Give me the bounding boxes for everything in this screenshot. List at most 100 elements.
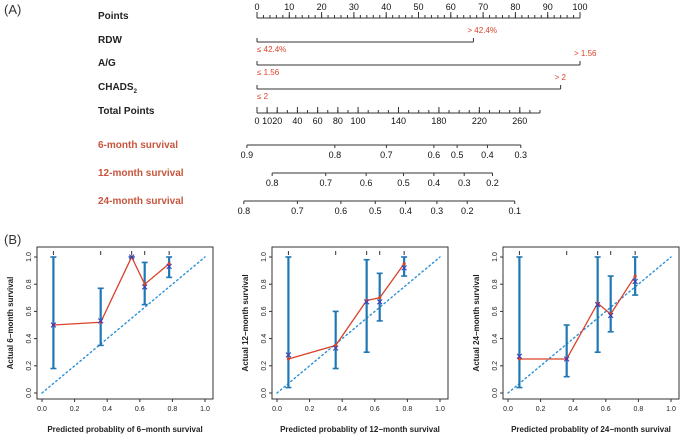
y-tick-label: 0.8 [26,279,33,289]
calibration-point [286,357,291,361]
nomogram-label-ag: A/G [98,58,116,69]
ideal-line [41,256,206,394]
prob-label-s24: 0.4 [399,206,412,216]
prob-label-s12: 0.8 [266,178,279,188]
y-tick-label: 1.0 [26,252,33,262]
tick-label-total: 80 [333,116,343,126]
calibration-plot-cal12: 0.0 0.2 0.4 0.6 0.8 1.0 0.0 0.2 0.4 0.6 0.8 1.0 Pred… [241,246,449,434]
calibration-plot-cal6: 0.0 0.2 0.4 0.6 0.8 1.0 0.0 0.2 0.4 0.6 0.8 1.0 Pred… [6,246,214,434]
observed-marker [128,254,135,260]
prob-label-s24: 0.2 [461,206,474,216]
y-axis-title: Actual 24−month survival [472,274,481,371]
observed-marker [285,352,292,358]
prob-label-s6: 0.9 [241,150,254,160]
prob-label-s12: 0.4 [428,178,441,188]
observed-marker [607,312,614,319]
calibration-point [402,262,406,266]
tick-label-total: 10 [262,116,272,126]
x-tick-label: 0.2 [536,406,546,413]
x-tick-label: 0.8 [403,406,413,413]
observed-marker [401,265,407,271]
calibration-point [633,274,637,278]
nomogram-label-total: Total Points [98,106,155,117]
x-tick-label: 1.0 [435,406,445,413]
level-low-rdw: ≤ 42.4% [257,45,286,54]
y-tick-label: 0.6 [492,306,499,316]
x-tick-label: 0.4 [337,406,347,413]
x-axis-title: Predicted probablity of 6−month survival [47,425,202,434]
nomogram-row-total: Total Points 0 10 20 40 60 80 100 140 180 220 260 [98,106,541,126]
y-tick-label: 0.4 [26,334,33,344]
tick-label-points: 10 [284,2,294,12]
observed-marker [376,299,383,305]
tick-label-points: 0 [254,2,259,12]
calibration-point [517,357,522,361]
y-tick-label: 0.4 [492,334,499,344]
tick-label-points: 20 [317,2,327,12]
tick-label-points: 50 [413,2,423,12]
tick-label-total: 180 [431,116,446,126]
y-tick-label: 0.0 [492,388,499,398]
prob-label-s12: 0.3 [458,178,471,188]
level-low-ag: ≤ 1.56 [257,68,280,77]
y-tick-label: 0.2 [261,361,268,371]
nomogram-row-s12: 12-month survival 0.8 0.7 0.6 0.5 0.4 0.3 0.2 [98,168,499,188]
y-tick-label: 0.0 [261,388,268,398]
observed-marker [594,301,601,308]
calibration-line [519,275,636,360]
calibration-line [53,255,170,326]
nomogram-row-rdw: RDW ≤ 42.4% > 42.4% [98,26,497,54]
tick-label-total: 260 [512,116,527,126]
x-tick-label: 0.2 [70,406,80,413]
x-axis-title: Predicted probablity of 24−month surviva… [511,425,671,434]
calibration-plots: 0.0 0.2 0.4 0.6 0.8 1.0 0.0 0.2 0.4 0.6 0.8 1.0 Pred… [6,246,680,434]
observed-marker [141,284,148,290]
y-tick-label: 0.6 [26,306,33,316]
level-low-chads: ≤ 2 [257,92,269,101]
level-high-rdw: > 42.4% [467,26,497,35]
y-tick-label: 0.4 [261,334,268,344]
nomogram-row-s6: 6-month survival 0.9 0.8 0.7 0.6 0.5 0.4 0.3 [98,140,527,160]
observed-marker [632,278,638,285]
prob-label-s12: 0.2 [486,178,499,188]
tick-label-total: 100 [351,116,366,126]
calibration-plot-cal24: 0.0 0.2 0.4 0.6 0.8 1.0 0.0 0.2 0.4 0.6 0.8 1.0 Pred… [472,246,680,434]
prob-label-s6: 0.6 [428,150,441,160]
observed-marker [166,263,172,270]
plot-frame [271,246,449,400]
observed-marker [516,353,523,360]
prob-label-s12: 0.5 [397,178,410,188]
panel-a-label: (A) [4,2,21,17]
y-tick-label: 1.0 [492,252,499,262]
calibration-point [167,262,171,266]
level-high-ag: > 1.56 [574,49,597,58]
y-tick-label: 0.2 [26,361,33,371]
calibration-point [143,282,147,286]
prob-label-s24: 0.6 [335,206,348,216]
observed-marker [363,299,370,305]
x-tick-label: 0.6 [370,406,380,413]
y-tick-label: 0.8 [492,279,499,289]
nomogram-label-subscript: 2 [134,89,138,95]
x-tick-label: 1.0 [666,406,676,413]
x-tick-label: 0.6 [135,406,145,413]
y-axis-title: Actual 6−month survival [6,277,15,370]
x-axis-title: Predicted probablity of 12−month surviva… [280,425,440,434]
prob-label-s24: 0.1 [508,206,521,216]
tick-label-total: 20 [272,116,282,126]
prob-label-s6: 0.8 [329,150,342,160]
tick-label-total: 40 [292,116,302,126]
tick-label-points: 60 [446,2,456,12]
nomogram-label-s24: 24-month survival [98,196,184,207]
nomogram-label-s6: 6-month survival [98,140,178,151]
prob-label-s24: 0.5 [369,206,382,216]
tick-label-points: 90 [543,2,553,12]
nomogram-label-s12: 12-month survival [98,168,184,179]
prob-label-s24: 0.3 [431,206,444,216]
observed-marker [97,318,104,324]
observed-marker [50,322,57,328]
nomogram-label-points: Points [98,11,129,22]
tick-label-points: 30 [349,2,359,12]
